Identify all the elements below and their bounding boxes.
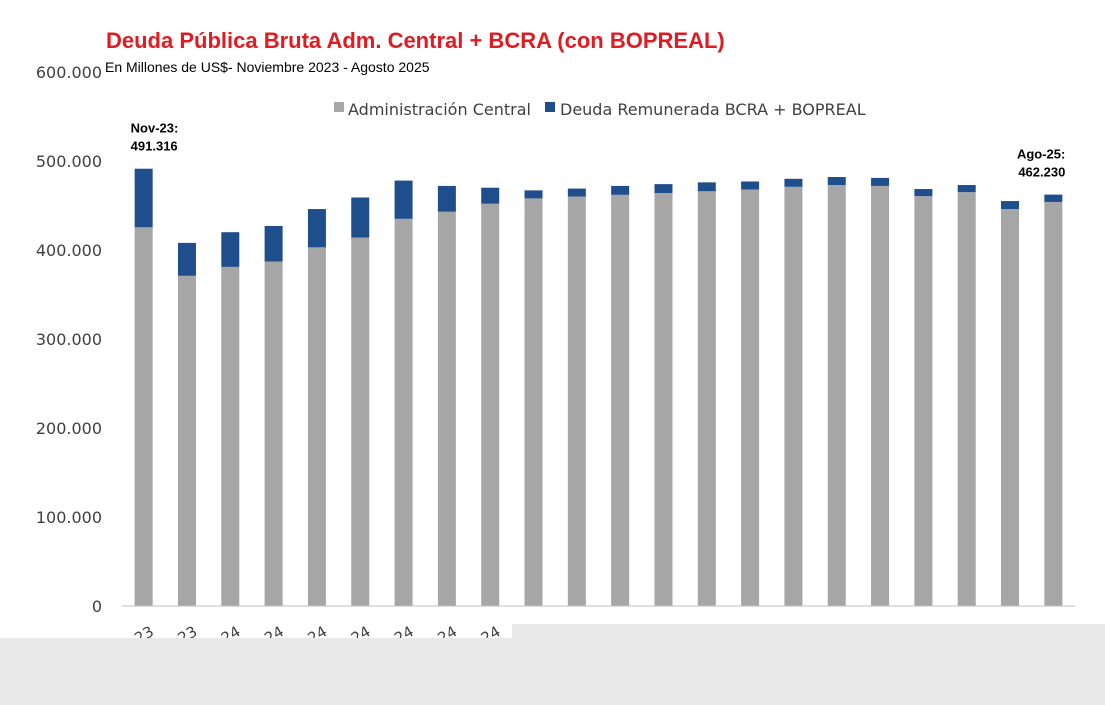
bar-bcra — [177, 242, 196, 276]
bar-bcra — [697, 182, 716, 192]
bar-bcra — [957, 185, 976, 193]
bar-admin-central — [654, 193, 673, 607]
bar-admin-central — [134, 227, 153, 606]
chart-subtitle: En Millones de US$- Noviembre 2023 - Ago… — [105, 59, 430, 75]
bar-admin-central — [611, 194, 630, 606]
bar-admin-central — [871, 185, 890, 607]
y-tick-label: 300.000 — [36, 330, 102, 349]
bar-bcra — [611, 185, 630, 195]
bar-bcra — [827, 177, 846, 186]
bar-bcra — [871, 177, 890, 186]
bar-admin-central — [567, 196, 586, 606]
y-tick-label: 200.000 — [36, 419, 102, 438]
bar-bcra — [437, 185, 456, 212]
bar-bcra — [524, 190, 543, 199]
y-tick-label: 600.000 — [36, 63, 102, 82]
y-tick-label: 500.000 — [36, 152, 102, 171]
bar-admin-central — [1044, 201, 1063, 606]
bar-admin-central — [741, 189, 760, 607]
bar-bcra — [784, 178, 803, 187]
bar-bcra — [264, 225, 283, 262]
bar-bcra — [567, 188, 586, 197]
annotations: Nov-23: 491.316 Ago-25: 462.230 — [131, 121, 1066, 180]
bar-admin-central — [827, 185, 846, 606]
y-tick-label: 100.000 — [36, 508, 102, 527]
y-tick-label: 400.000 — [36, 241, 102, 260]
bar-bcra — [394, 180, 413, 219]
bar-admin-central — [394, 218, 413, 606]
bar-bcra — [481, 187, 500, 204]
legend-swatch-bcra — [545, 102, 555, 112]
bar-bcra — [221, 232, 240, 267]
bar-bcra — [134, 168, 153, 228]
data-label: Nov-23: 491.316 — [131, 121, 179, 154]
bar-bcra — [741, 181, 760, 190]
bar-admin-central — [177, 275, 196, 606]
bar-bcra — [914, 189, 933, 197]
bar-admin-central — [784, 186, 803, 606]
bar-bcra — [654, 184, 673, 194]
bar-bcra — [307, 209, 326, 248]
gray-overlay-bottom — [0, 638, 1105, 705]
bar-admin-central — [481, 203, 500, 606]
bar-admin-central — [524, 198, 543, 606]
bar-bcra — [1044, 194, 1063, 202]
legend-label-admin-central: Administración Central — [348, 100, 531, 119]
legend-label-bcra: Deuda Remunerada BCRA + BOPREAL — [560, 100, 866, 119]
bar-admin-central — [914, 196, 933, 606]
bar-admin-central — [697, 191, 716, 606]
chart-title: Deuda Pública Bruta Adm. Central + BCRA … — [106, 28, 725, 53]
data-label: Ago-25: 462.230 — [1017, 147, 1065, 180]
legend-swatch-admin-central — [334, 102, 344, 112]
bar-admin-central — [437, 211, 456, 607]
bar-admin-central — [957, 192, 976, 606]
bars — [134, 168, 1063, 607]
bar-admin-central — [221, 266, 240, 606]
bar-admin-central — [307, 247, 326, 606]
bar-bcra — [351, 197, 370, 238]
bar-admin-central — [351, 237, 370, 607]
bar-admin-central — [264, 261, 283, 606]
y-tick-label: 0 — [92, 597, 102, 616]
legend: Administración Central Deuda Remunerada … — [334, 100, 866, 119]
y-axis: 0 100.000 200.000 300.000 400.000 500.000 600.… — [36, 63, 102, 616]
bar-bcra — [1001, 201, 1020, 210]
bar-admin-central — [1001, 209, 1020, 606]
